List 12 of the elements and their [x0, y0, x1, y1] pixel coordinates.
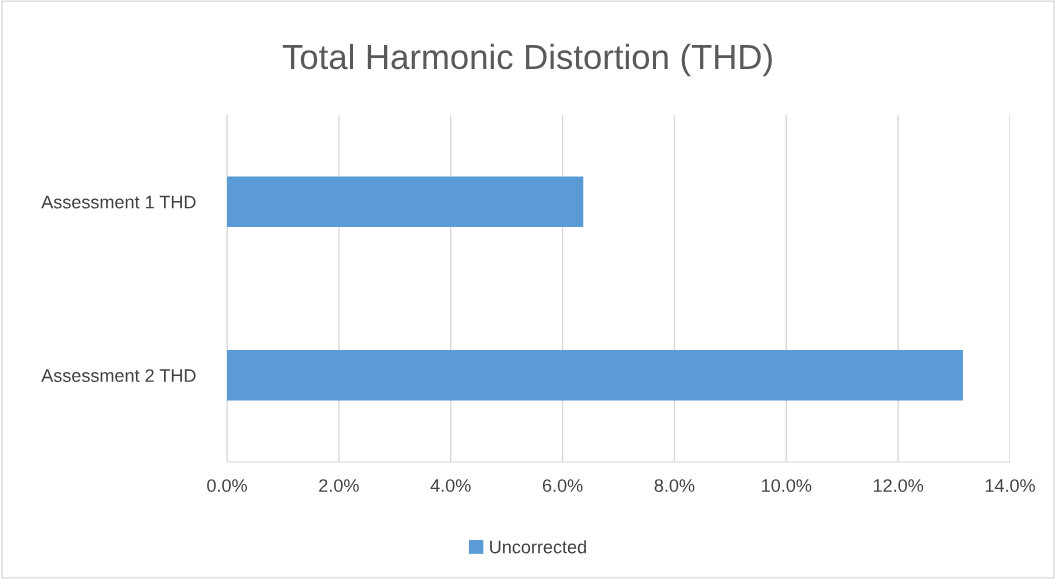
x-tick-label: 4.0% [430, 479, 471, 492]
chart-title: Total Harmonic Distortion (THD) [282, 43, 772, 77]
x-tick-label: 6.0% [542, 479, 583, 492]
y-tick-label: Assessment 1 THD [41, 195, 196, 209]
x-tick-label: 0.0% [207, 479, 247, 492]
x-tick-label: 14.0% [985, 479, 1035, 492]
x-tick-label: 8.0% [654, 479, 695, 492]
x-tick-label: 2.0% [319, 479, 359, 492]
x-tick-label: 12.0% [873, 479, 924, 492]
y-tick-label: Assessment 2 THD [41, 369, 196, 382]
legend-label: Uncorrected [490, 540, 586, 554]
x-tick-label: 10.0% [762, 479, 812, 492]
